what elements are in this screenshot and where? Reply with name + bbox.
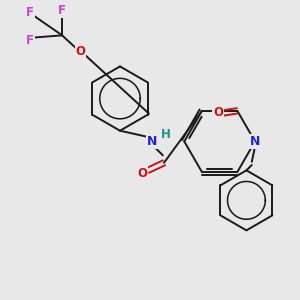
Text: F: F	[26, 34, 34, 47]
Text: O: O	[213, 106, 223, 119]
Text: O: O	[75, 45, 85, 58]
Text: H: H	[161, 128, 171, 142]
Text: N: N	[250, 135, 260, 148]
Text: O: O	[137, 167, 148, 180]
Text: N: N	[147, 135, 157, 148]
Text: F: F	[58, 4, 66, 17]
Text: F: F	[26, 6, 34, 20]
